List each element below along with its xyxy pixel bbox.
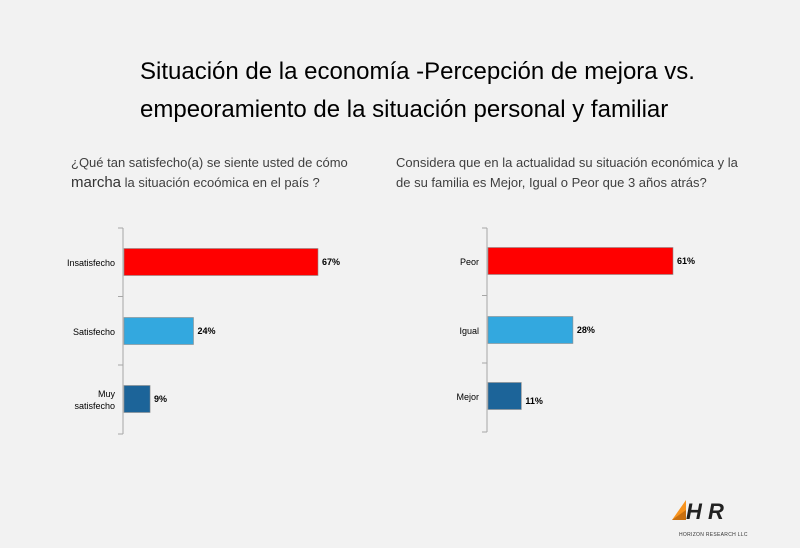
logo-letters: H R	[686, 499, 724, 524]
chart-1-category-label: Muy satisfecho	[74, 389, 115, 411]
chart-1-value-label: 67%	[322, 257, 340, 267]
chart-2-category-label: Peor	[460, 257, 479, 267]
chart-1-bar	[123, 248, 319, 276]
logo-subtitle: HORIZON RESEARCH LLC	[679, 532, 748, 538]
logo-mark-icon	[672, 500, 686, 520]
chart-1-bar	[123, 317, 194, 345]
chart-1-value-label: 9%	[154, 394, 167, 404]
chart-2-bar	[487, 382, 522, 410]
chart-2-value-label: 28%	[577, 325, 595, 335]
slide-title-line-1: Situación de la economía -Percepción de …	[140, 58, 695, 85]
chart-2-bar	[487, 316, 574, 344]
chart-2-bar	[487, 247, 674, 275]
horizon-research-logo	[670, 498, 750, 542]
right-question: Considera que en la actualidad su situac…	[396, 153, 756, 193]
left-question-part-1: ¿Qué tan satisfecho(a) se siente usted d…	[71, 155, 348, 170]
right-question-line-1: Considera que en la actualidad su situac…	[396, 155, 738, 170]
chart-1-bar	[123, 385, 151, 413]
slide-title-line-2: empeoramiento de la situación personal y…	[140, 96, 669, 123]
slide-title: Situación de la economía -Percepción de …	[140, 53, 760, 129]
chart-1-category-label: Satisfecho	[73, 327, 115, 337]
right-question-line-2: de su familia es Mejor, Igual o Peor que…	[396, 175, 707, 190]
left-question-emphasis: marcha	[71, 174, 122, 191]
chart-1-value-label: 24%	[197, 326, 215, 336]
chart-2-category-label: Igual	[459, 326, 479, 336]
left-question: ¿Qué tan satisfecho(a) se siente usted d…	[71, 153, 371, 193]
chart-2-category-label: Mejor	[456, 392, 479, 402]
chart-1-category-label: Insatisfecho	[67, 258, 115, 268]
chart-2-value-label: 11%	[525, 396, 543, 406]
left-question-part-2: la situación ecoómica en el país ?	[121, 175, 320, 190]
chart-2-value-label: 61%	[677, 256, 695, 266]
